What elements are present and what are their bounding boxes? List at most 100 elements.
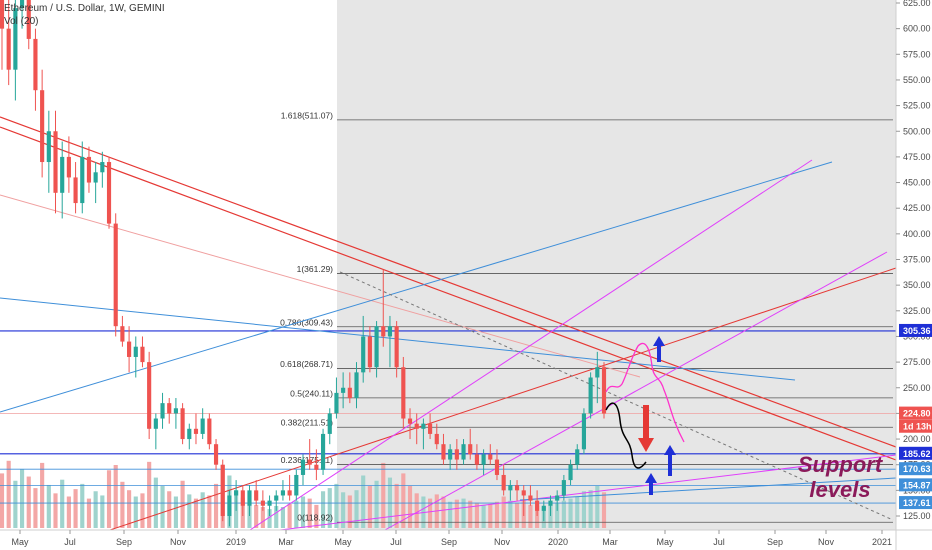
candle-body <box>26 0 31 39</box>
candle-body <box>481 454 486 465</box>
volume-bar <box>535 505 540 528</box>
candle-body <box>387 326 393 337</box>
volume-bar <box>66 496 71 528</box>
volume-indicator-label[interactable]: Vol (20) <box>4 16 39 27</box>
candle-body <box>367 336 372 368</box>
volume-bar <box>374 480 379 528</box>
x-tick-label: Mar <box>602 537 618 547</box>
volume-bar <box>100 495 105 528</box>
volume-bar <box>113 465 118 528</box>
candle-body <box>300 459 306 475</box>
volume-bar <box>548 504 553 528</box>
volume-bar <box>401 473 406 528</box>
volume-bar <box>581 491 587 528</box>
y-tick-label: 425.00 <box>903 203 931 213</box>
candle-body <box>314 464 319 470</box>
chart-legend: Ethereum / U.S. Dollar, 1W, GEMINI Vol (… <box>4 2 165 28</box>
volume-bar <box>267 509 272 528</box>
y-tick-label: 250.00 <box>903 383 931 393</box>
candle-body <box>528 495 533 501</box>
x-tick-label: Nov <box>818 537 835 547</box>
candle-body <box>581 413 587 450</box>
candle-body <box>341 387 346 393</box>
candle-body <box>441 444 446 460</box>
candle-body <box>13 8 18 70</box>
fib-levels-layer: 1.618(511.07) 1(361.29) 0.786(309.43) 0.618… <box>280 110 893 523</box>
trendline <box>384 251 888 531</box>
volume-bar <box>160 486 165 528</box>
y-tick-label: 375.00 <box>903 255 931 265</box>
candle-body <box>575 449 580 465</box>
x-tick-label: Nov <box>170 537 187 547</box>
candle-body <box>374 326 379 368</box>
y-tick-label: 625.00 <box>903 0 931 8</box>
candle-body <box>113 223 118 327</box>
fib-level-label: 1.618(511.07) <box>281 110 333 120</box>
volume-bar <box>514 502 520 528</box>
svg-text:224.80: 224.80 <box>903 409 931 419</box>
svg-text:154.87: 154.87 <box>903 480 931 490</box>
candle-body <box>60 156 65 193</box>
candle-body <box>147 362 152 429</box>
volume-bar <box>173 496 178 528</box>
candle-body <box>327 413 332 434</box>
volume-bar <box>454 499 459 528</box>
candle-body <box>160 403 165 419</box>
candle-body <box>254 490 259 501</box>
x-tick-label: Mar <box>278 537 294 547</box>
volume-bar <box>19 469 25 528</box>
fib-level-label: 0(118.92) <box>297 513 333 523</box>
candle-body <box>0 0 5 29</box>
volume-bar <box>468 500 473 528</box>
candle-body <box>568 464 573 481</box>
candle-body <box>193 428 199 434</box>
candle-body <box>247 490 252 506</box>
volume-bar <box>300 496 306 528</box>
candle-body <box>434 433 439 445</box>
x-tick-label: 2019 <box>226 537 246 547</box>
svg-text:137.61: 137.61 <box>903 498 931 508</box>
price-badges: 305.36 224.80 1d 13h 185.62 170.63 154.87 137.… <box>899 323 932 510</box>
volume-bar <box>53 493 58 528</box>
candle-body <box>240 490 245 506</box>
red-down-arrow <box>638 405 654 452</box>
candle-body <box>474 454 479 465</box>
volume-bar <box>167 491 172 528</box>
price-badge: 137.61 <box>899 496 932 510</box>
candle-body <box>80 156 85 204</box>
volume-bar <box>441 496 446 528</box>
candle-body <box>234 490 239 496</box>
price-badge: 154.87 <box>899 478 932 492</box>
candle-body <box>93 172 98 183</box>
volume-bar <box>320 491 326 528</box>
volume-bar <box>555 502 560 528</box>
svg-text:185.62: 185.62 <box>903 449 931 459</box>
volume-bar <box>86 498 92 528</box>
trendline <box>519 477 897 501</box>
volume-bar <box>287 503 292 528</box>
candle-body <box>127 341 132 357</box>
fib-level-label: 0.786(309.43) <box>280 317 333 327</box>
candle-body <box>120 326 125 342</box>
x-tick-label: May <box>334 537 352 547</box>
volume-bar <box>133 496 138 528</box>
candle-body <box>561 480 566 496</box>
y-tick-label: 600.00 <box>903 24 931 34</box>
blue-up-arrow-top <box>653 336 665 362</box>
volume-bar <box>200 492 205 528</box>
time-axis[interactable]: May Jul Sep Nov 2019 Mar May Jul Sep Nov 2020 Mar Ma… <box>11 530 892 547</box>
candle-body <box>294 474 299 496</box>
y-tick-label: 325.00 <box>903 306 931 316</box>
candle-body <box>448 449 453 460</box>
candle-body <box>414 423 419 429</box>
candle-body <box>361 336 366 373</box>
x-tick-label: 2021 <box>872 537 892 547</box>
volume-bar <box>26 476 31 528</box>
symbol-title[interactable]: Ethereum / U.S. Dollar, 1W, GEMINI <box>4 3 165 14</box>
volume-bar <box>6 460 11 528</box>
trendline <box>279 454 897 531</box>
candle-body <box>260 500 265 506</box>
volume-bar <box>334 483 339 528</box>
